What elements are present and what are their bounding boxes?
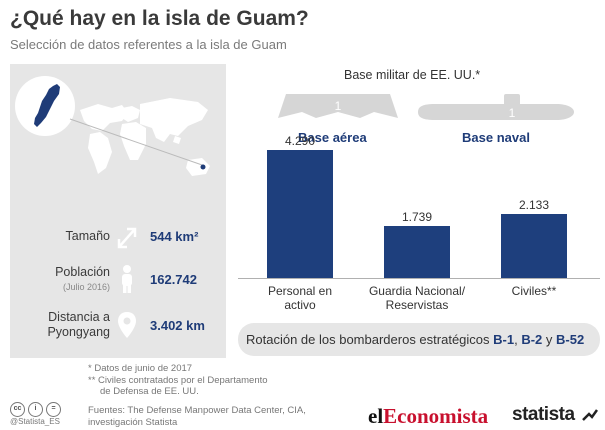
- bomber-rotation-box: Rotación de los bombarderos estratégicos…: [238, 323, 600, 356]
- category-label-2: Civiles**: [511, 284, 557, 298]
- no-derivatives-icon: =: [46, 402, 61, 417]
- naval-base-count: 1: [509, 106, 516, 120]
- attribution-icon: i: [28, 402, 43, 417]
- footnotes: * Datos de junio de 2017 ** Civiles cont…: [88, 363, 268, 398]
- personnel-bar-chart: 4.290 Personal en activo 1.739 Guardia Naci…: [238, 134, 600, 318]
- category-label-0: Personal en activo: [267, 284, 333, 312]
- stat-population-value: 162.742: [150, 272, 197, 287]
- bar-value-label-1: 1.739: [401, 210, 433, 224]
- info-panel: Tamaño 544 km² Población (Julio 2016) 16…: [10, 64, 226, 358]
- stat-population-label: Población (Julio 2016): [55, 265, 110, 295]
- category-label-1: Guardia Nacional/ Reservistas: [368, 284, 466, 312]
- stat-distance-label: Distancia a Pyongyang: [47, 310, 110, 339]
- world-map-icon: [15, 76, 210, 176]
- stat-population-row: Población (Julio 2016) 162.742: [10, 260, 226, 300]
- stat-population-sub: (Julio 2016): [62, 282, 110, 292]
- sources: Fuentes: The Defense Manpower Data Cente…: [88, 405, 306, 428]
- stat-distance-value: 3.402 km: [150, 318, 205, 333]
- bar-value-label-0: 4.290: [284, 134, 316, 148]
- logo-ec-red: Economista: [383, 404, 489, 428]
- eleconomista-logo[interactable]: elEconomista: [368, 404, 488, 429]
- footnote-2b: de Defensa de EE. UU.: [100, 386, 199, 397]
- bar-0: [267, 150, 333, 278]
- creative-commons-badges: cc i =: [10, 397, 64, 417]
- source-line-1: Fuentes: The Defense Manpower Data Cente…: [88, 405, 306, 416]
- stat-distance-row: Distancia a Pyongyang 3.402 km: [10, 306, 226, 346]
- chart-baseline: [238, 278, 600, 279]
- resize-arrows-icon: [117, 227, 137, 249]
- source-line-2: investigación Statista: [88, 416, 178, 428]
- stat-size-value: 544 km²: [150, 229, 199, 244]
- page-subtitle: Selección de datos referentes a la isla …: [10, 37, 287, 52]
- cc-icon: cc: [10, 402, 25, 417]
- twitter-handle[interactable]: @Statista_ES: [10, 417, 60, 426]
- rotation-sep2: y: [542, 332, 557, 347]
- bar-1: [384, 226, 450, 278]
- naval-base-label: Base naval: [462, 130, 530, 145]
- submarine-icon: 1: [418, 94, 574, 120]
- rotation-b2: B-2: [521, 332, 543, 347]
- statista-mark-icon: [582, 409, 598, 421]
- statista-logo[interactable]: statista: [512, 404, 575, 425]
- footnote-2a: ** Civiles contratados por el Departamen…: [88, 374, 268, 386]
- footnote-1: * Datos de junio de 2017: [88, 363, 193, 374]
- stealth-bomber-icon: 1: [278, 94, 398, 118]
- rotation-b52: B-52: [556, 332, 585, 347]
- military-base-title: Base militar de EE. UU.*: [344, 68, 481, 82]
- logo-ec-main: el: [368, 404, 384, 428]
- rotation-text: Rotación de los bombarderos estratégicos: [246, 332, 494, 347]
- location-pin-icon: [118, 312, 136, 338]
- person-icon: [122, 265, 132, 293]
- rotation-b1: B-1: [493, 332, 515, 347]
- stat-population-label-text: Población: [55, 265, 110, 279]
- page-title: ¿Qué hay en la isla de Guam?: [10, 7, 309, 30]
- air-base-label: Base aérea: [298, 130, 367, 145]
- bar-2: [501, 214, 567, 278]
- air-base-count: 1: [335, 99, 342, 113]
- stat-size-row: Tamaño 544 km²: [10, 216, 226, 256]
- bar-value-label-2: 2.133: [518, 198, 550, 212]
- rotation-sep1: ,: [514, 332, 522, 347]
- stat-size-label: Tamaño: [65, 229, 110, 243]
